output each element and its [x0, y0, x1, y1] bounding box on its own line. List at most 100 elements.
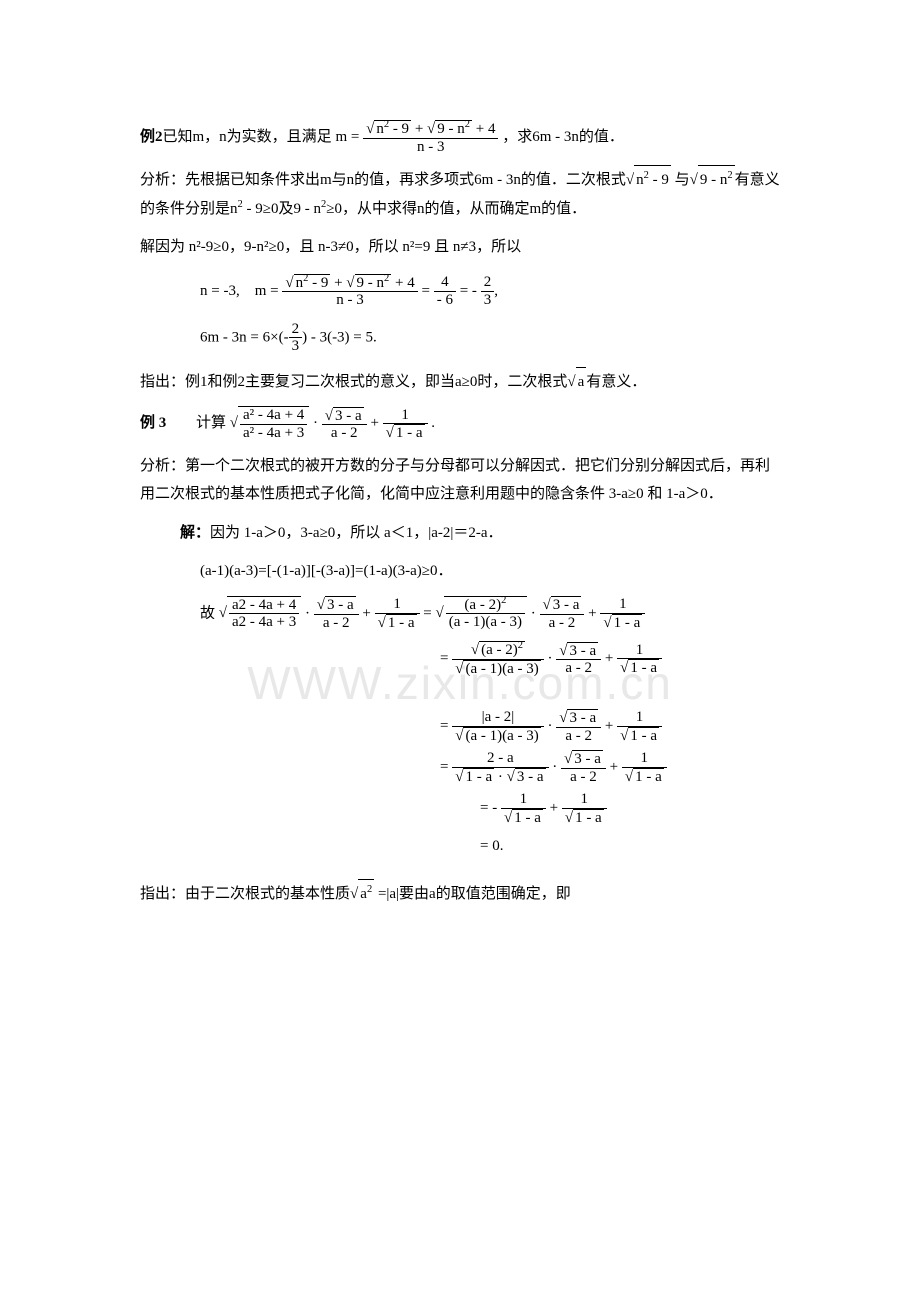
t: 6m - 3n = 6×(-: [200, 329, 289, 345]
t: a - 2: [540, 615, 585, 632]
t: 有意义．: [586, 374, 646, 390]
ex3-solution-line1: 解：因为 1-a＞0，3-a≥0，所以 a＜1，|a-2|＝2-a．: [140, 519, 780, 548]
t: = -: [480, 800, 497, 816]
t: a: [576, 367, 587, 397]
example3-label: 例 3: [140, 415, 166, 431]
t: + 4: [472, 121, 495, 137]
t: n: [636, 172, 644, 188]
example2-problem: 例2已知m，n为实数，且满足 m = n2 - 9 + 9 - n2 + 4 n…: [140, 120, 780, 155]
t: 解：: [180, 525, 210, 541]
ex3-step5: = - 11 - a + 11 - a: [140, 791, 780, 826]
t: 1 - a: [633, 768, 664, 786]
t: +: [362, 605, 374, 621]
t: 1: [600, 596, 645, 614]
example2-label: 例2: [140, 129, 163, 145]
t: 2: [465, 119, 470, 130]
t: 9 - n: [437, 121, 465, 137]
ex3-note: 指出：由于二次根式的基本性质a2 =|a|要由a的取值范围确定，即: [140, 879, 780, 909]
t: a2 - 4a + 3: [229, 614, 299, 631]
t: (a - 1)(a - 3): [463, 660, 540, 678]
t: a - 2: [314, 615, 359, 632]
ex3-solution-line2: (a-1)(a-3)=[-(1-a)][-(3-a)]=(1-a)(3-a)≥0…: [140, 557, 780, 586]
t: +: [370, 415, 382, 431]
t: a - 2: [561, 769, 606, 786]
t: - 9: [308, 275, 328, 291]
t: 3: [289, 338, 303, 355]
t: 2: [727, 170, 732, 181]
t: +: [605, 718, 617, 734]
t: ·: [313, 415, 318, 431]
t: ·: [305, 605, 310, 621]
ex3-step6: = 0.: [140, 832, 780, 861]
t: +: [610, 759, 622, 775]
page-content: 例2已知m，n为实数，且满足 m = n2 - 9 + 9 - n2 + 4 n…: [140, 120, 780, 908]
t: 例1和例2主要复习二次根式的意义，即当a≥0时，二次根式: [185, 374, 567, 390]
t: 1 - a: [386, 614, 417, 632]
ex3-step1: 故 a2 - 4a + 4a2 - 4a + 3 · 3 - aa - 2 + …: [140, 596, 780, 632]
t: ·: [494, 769, 507, 785]
t: 1: [375, 596, 420, 614]
t: .: [431, 415, 435, 431]
t: 3: [481, 292, 495, 309]
t: 1 - a: [628, 727, 659, 745]
ex3-analysis: 分析：第一个二次根式的被开方数的分子与分母都可以分解因式．把它们分别分解因式后，…: [140, 452, 780, 509]
t: 指出：: [140, 374, 185, 390]
t: 1 - a: [573, 809, 604, 827]
t: 1 - a: [628, 659, 659, 677]
t: + 4: [391, 275, 414, 291]
t: n: [376, 121, 384, 137]
t: 3 - a: [572, 750, 603, 768]
t: 计算: [196, 415, 226, 431]
t: n - 3: [282, 292, 417, 309]
t: 3 - a: [515, 768, 546, 786]
ex3-step4: = 2 - a1 - a · 3 - a · 3 - aa - 2 + 11 -…: [140, 750, 780, 785]
t: 1: [622, 750, 667, 768]
t: a2 - 4a + 4: [229, 597, 299, 615]
t: ,: [494, 282, 498, 298]
t: 3 - a: [551, 596, 582, 614]
t: 9 - n: [357, 275, 385, 291]
t: - 9: [649, 172, 669, 188]
ex2-problem-suffix: ，求6m - 3n的值．: [502, 129, 624, 145]
t: ·: [548, 650, 553, 666]
t: 1: [617, 642, 662, 660]
t: 由于二次根式的基本性质: [185, 886, 350, 902]
t: 3 - a: [325, 596, 356, 614]
ex3-step2: = (a - 2)2(a - 1)(a - 3) · 3 - aa - 2 + …: [140, 641, 780, 677]
t: ·: [531, 605, 536, 621]
t: 1: [383, 407, 428, 425]
t: +: [605, 650, 617, 666]
example3-problem: 例 3 计算 a² - 4a + 4a² - 4a + 3 · 3 - aa -…: [140, 406, 780, 442]
ex2-problem-prefix: 已知m，n为实数，且满足: [163, 129, 332, 145]
t: 1 - a: [463, 768, 494, 786]
ex2-analysis: 分析：先根据已知条件求出m与n的值，再求多项式6m - 3n的值．二次根式n2 …: [140, 165, 780, 223]
t: 1 - a: [612, 614, 643, 632]
t: |a - 2|: [452, 709, 544, 727]
ex2-eq1: n = -3, m = n2 - 9 + 9 - n2 + 4 n - 3 = …: [200, 274, 780, 309]
t: (a - 2): [464, 597, 501, 613]
t: =: [423, 605, 435, 621]
ex2-problem-eq: m = n2 - 9 + 9 - n2 + 4 n - 3: [335, 129, 502, 145]
t: 2: [384, 273, 389, 284]
t: a: [360, 886, 367, 902]
t: a² - 4a + 3: [240, 425, 307, 442]
t: n = -3, m =: [200, 282, 279, 298]
t: 4: [434, 274, 456, 292]
t: 2: [518, 640, 523, 651]
t: +: [588, 605, 600, 621]
t: 因为 1-a＞0，3-a≥0，所以 a＜1，|a-2|＝2-a．: [210, 525, 503, 541]
ex2-solution-line1: 解因为 n²-9≥0，9-n²≥0，且 n-3≠0，所以 n²=9 且 n≠3，…: [140, 233, 780, 262]
analysis-label: 分析：: [140, 172, 185, 188]
t: - 6: [434, 292, 456, 309]
t: =: [422, 282, 434, 298]
t: 2: [289, 321, 303, 339]
t: a - 2: [556, 728, 601, 745]
t: 2: [501, 595, 506, 606]
t: n: [296, 275, 304, 291]
t: (a - 1)(a - 3): [463, 727, 540, 745]
t: 3 - a: [567, 709, 598, 727]
t: 2: [367, 884, 372, 895]
t: +: [550, 800, 562, 816]
t: ≥0，从中求得n的值，从而确定m的值．: [326, 201, 586, 217]
ex2-eq-lhs: m =: [335, 129, 359, 145]
